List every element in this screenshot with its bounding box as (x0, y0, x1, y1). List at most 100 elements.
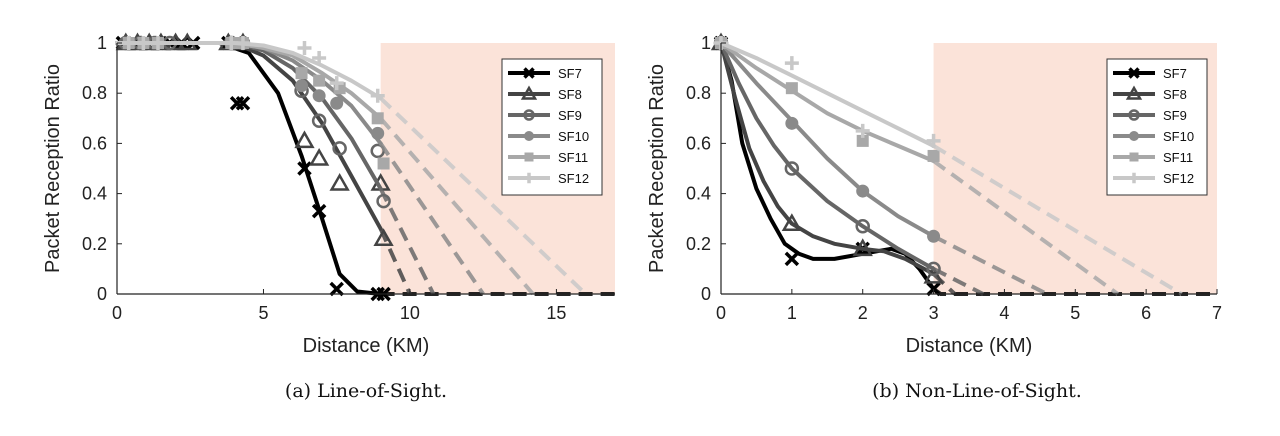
x-tick-label: 1 (787, 303, 797, 323)
x-tick-label: 5 (258, 303, 268, 323)
series-fit-line (115, 41, 383, 191)
data-point (371, 126, 385, 140)
data-point (856, 184, 870, 198)
series-SF12 (115, 36, 588, 296)
data-point (785, 116, 799, 130)
legend-label: SF8 (1163, 87, 1187, 102)
data-point (1128, 109, 1140, 121)
series-extrapolation-line (379, 116, 535, 296)
series-SF10 (714, 36, 1048, 296)
legend-label: SF9 (1163, 108, 1187, 123)
data-point (329, 76, 344, 91)
data-point (329, 281, 344, 297)
series-extrapolation-line (379, 96, 588, 296)
legend-item-SF8: SF8 (508, 85, 582, 102)
data-point (224, 36, 239, 50)
data-point (308, 147, 330, 166)
legend-label: SF10 (1163, 129, 1194, 144)
data-point (926, 261, 941, 277)
data-point (235, 96, 251, 111)
caption-non-line-of-sight: (b) Non-Line-of-Sight. (872, 380, 1082, 402)
legend-item-SF10: SF10 (508, 129, 589, 144)
legend-item-SF9: SF9 (1113, 108, 1187, 123)
data-point (926, 133, 941, 148)
legend-item-SF9: SF9 (508, 108, 582, 123)
x-tick-label: 2 (858, 303, 868, 323)
data-point (373, 228, 394, 247)
x-tick-label: 0 (716, 303, 726, 323)
data-point (1125, 85, 1143, 100)
data-point (1128, 172, 1140, 184)
legend-item-SF11: SF11 (1113, 150, 1193, 165)
y-tick-label: 0.8 (82, 83, 107, 103)
data-point (311, 203, 327, 219)
y-tick-label: 1 (701, 33, 711, 53)
y-tick-label: 0.4 (82, 184, 107, 204)
data-point (855, 123, 870, 138)
data-point (329, 173, 350, 191)
data-point (784, 161, 800, 176)
y-axis-label: Packet Reception Ratio (646, 64, 668, 273)
data-point (1129, 152, 1139, 162)
legend-label: SF7 (1163, 66, 1187, 81)
x-tick-label: 10 (400, 303, 420, 323)
x-tick-label: 6 (1141, 303, 1151, 323)
y-tick-label: 0.2 (82, 234, 107, 254)
legend-item-SF12: SF12 (1113, 171, 1194, 186)
legend-label: SF11 (558, 150, 588, 165)
legend-item-SF7: SF7 (508, 66, 582, 81)
x-axis-label: Distance (KM) (906, 335, 1033, 357)
legend-label: SF8 (558, 87, 582, 102)
legend-item-SF11: SF11 (508, 150, 588, 165)
data-point (520, 85, 538, 100)
series-fit-line (719, 41, 936, 239)
data-point (927, 229, 941, 243)
data-point (371, 112, 384, 125)
legend-box (1106, 58, 1208, 196)
data-point (312, 51, 327, 66)
data-point (297, 161, 312, 176)
legend-item-SF10: SF10 (1113, 129, 1194, 144)
data-point (376, 193, 391, 209)
data-point (524, 152, 534, 162)
data-point (1128, 67, 1140, 79)
data-point (370, 88, 385, 103)
data-point (926, 281, 941, 297)
data-point (927, 149, 940, 162)
series-fit-line (719, 41, 936, 276)
series-SF11 (715, 37, 1119, 296)
series-SF8 (710, 32, 957, 296)
data-point (313, 74, 326, 87)
legend: SF7 SF8 SF9 SF10 SF11 SF12 (501, 58, 603, 196)
data-point (855, 218, 870, 234)
data-point (923, 265, 944, 284)
x-tick-label: 5 (1070, 303, 1080, 323)
data-point (523, 172, 535, 184)
series-SF9 (713, 35, 985, 296)
legend: SF7 SF8 SF9 SF10 SF11 SF12 (1106, 58, 1208, 196)
series-fit-line (115, 41, 383, 231)
data-point (332, 141, 347, 156)
data-point (295, 67, 308, 80)
data-point (856, 134, 869, 147)
data-point (784, 56, 799, 71)
series-extrapolation-line (932, 267, 985, 296)
series-extrapolation-line (378, 142, 485, 296)
y-tick-label: 0.6 (686, 133, 711, 153)
series-extrapolation-line (932, 159, 1119, 296)
x-tick-label: 3 (929, 303, 939, 323)
series-fit-line (115, 41, 383, 296)
caption-line-of-sight: (a) Line-of-Sight. (284, 380, 448, 402)
legend-label: SF9 (558, 108, 582, 123)
data-point (136, 36, 151, 50)
y-tick-label: 0.6 (82, 133, 107, 153)
data-point (294, 130, 315, 149)
chart-1: 0 5 10 15 0 0.2 0.4 0.6 0.8 1 Distance (KM) Packet … (42, 32, 615, 357)
series-extrapolation-line (932, 272, 957, 296)
legend-item-SF8: SF8 (1113, 85, 1187, 102)
x-tick-label: 4 (999, 303, 1009, 323)
y-tick-label: 0.4 (686, 184, 711, 204)
series-extrapolation-line (932, 144, 1183, 296)
y-tick-label: 0.8 (686, 83, 711, 103)
